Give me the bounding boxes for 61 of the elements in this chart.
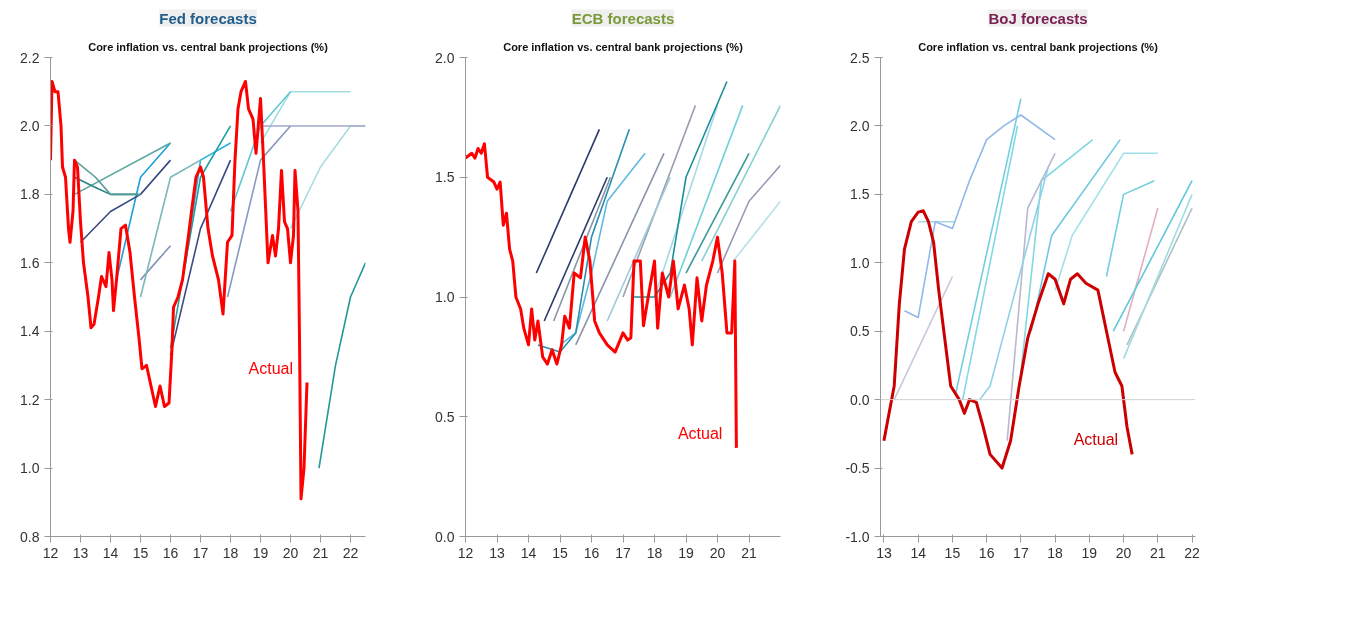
x-tick-label: 19 bbox=[252, 544, 269, 561]
y-tick-label: 1.5 bbox=[850, 186, 870, 203]
chart-subtitle: Core inflation vs. central bank projections (%) bbox=[503, 40, 744, 53]
series-label: Actual bbox=[677, 424, 723, 442]
y-tick-label: 1.0 bbox=[435, 289, 455, 305]
y-tick-label: 2.5 bbox=[850, 49, 870, 66]
y-tick-label: -0.5 bbox=[845, 460, 870, 477]
x-tick-label: 13 bbox=[876, 544, 892, 561]
x-tick-label: 17 bbox=[615, 544, 631, 561]
chart-title: Fed forecasts bbox=[159, 9, 257, 27]
x-tick-label: 17 bbox=[1013, 544, 1029, 561]
y-tick-label: 0.0 bbox=[850, 391, 870, 408]
y-tick-label: 0.5 bbox=[850, 323, 870, 340]
y-tick-label: -1.0 bbox=[845, 528, 870, 545]
x-tick-label: 14 bbox=[910, 544, 927, 561]
y-tick-label: 0.5 bbox=[435, 408, 455, 425]
x-tick-label: 16 bbox=[978, 544, 995, 561]
y-tick-label: 1.4 bbox=[20, 323, 40, 340]
y-tick-label: 1.0 bbox=[850, 254, 870, 271]
y-tick-label: 2.2 bbox=[20, 49, 40, 66]
y-tick-label: 2.0 bbox=[850, 117, 870, 134]
x-tick-label: 19 bbox=[1081, 544, 1098, 561]
x-tick-label: 12 bbox=[42, 544, 59, 561]
chart-title: BoJ forecasts bbox=[988, 9, 1088, 27]
x-tick-label: 16 bbox=[162, 544, 179, 561]
x-tick-label: 14 bbox=[102, 544, 119, 561]
x-tick-label: 13 bbox=[72, 544, 89, 561]
x-tick-label: 20 bbox=[709, 544, 726, 561]
x-tick-label: 22 bbox=[1184, 544, 1201, 561]
x-tick-label: 22 bbox=[342, 544, 359, 561]
x-tick-label: 20 bbox=[1115, 544, 1132, 561]
x-tick-label: 21 bbox=[312, 544, 329, 561]
x-tick-label: 19 bbox=[678, 544, 694, 561]
x-tick-label: 18 bbox=[222, 544, 239, 561]
y-tick-label: 1.2 bbox=[20, 391, 40, 408]
x-tick-label: 16 bbox=[583, 544, 600, 561]
series-label: Actual bbox=[1073, 431, 1119, 449]
x-tick-label: 20 bbox=[282, 544, 299, 561]
y-tick-label: 0.0 bbox=[435, 528, 455, 545]
x-tick-label: 15 bbox=[944, 544, 961, 561]
y-tick-label: 2.0 bbox=[20, 117, 40, 134]
x-tick-label: 13 bbox=[489, 544, 505, 561]
x-tick-label: 18 bbox=[1047, 544, 1064, 561]
series-label: Actual bbox=[248, 359, 293, 377]
x-tick-label: 14 bbox=[520, 544, 537, 561]
chart-subtitle: Core inflation vs. central bank projections (%) bbox=[88, 40, 329, 53]
x-tick-label: 15 bbox=[552, 544, 568, 561]
x-tick-label: 21 bbox=[1150, 544, 1166, 561]
chart-title: ECB forecasts bbox=[571, 9, 675, 27]
y-tick-label: 1.5 bbox=[435, 169, 455, 186]
x-tick-label: 18 bbox=[646, 544, 663, 561]
y-tick-label: 1.6 bbox=[20, 254, 40, 271]
x-tick-label: 17 bbox=[192, 544, 209, 561]
x-tick-label: 15 bbox=[132, 544, 149, 561]
y-tick-label: 1.0 bbox=[20, 460, 40, 477]
chart-subtitle: Core inflation vs. central bank projections (%) bbox=[918, 40, 1159, 53]
y-tick-label: 2.0 bbox=[435, 49, 455, 66]
y-tick-label: 0.8 bbox=[20, 528, 40, 545]
y-tick-label: 1.8 bbox=[20, 186, 40, 203]
x-tick-label: 21 bbox=[741, 544, 757, 561]
x-tick-label: 12 bbox=[457, 544, 474, 561]
